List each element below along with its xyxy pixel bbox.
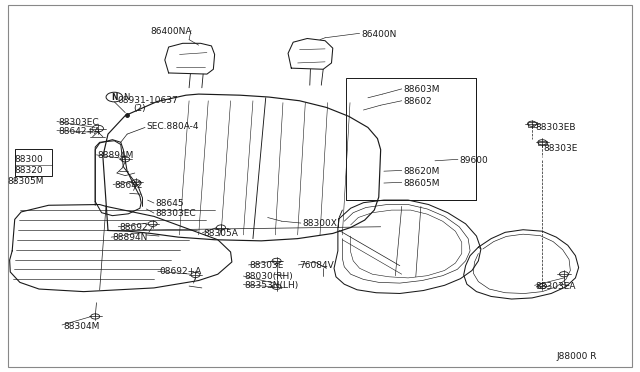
Text: 88305M: 88305M [7, 177, 44, 186]
Text: 76084V: 76084V [300, 261, 334, 270]
Text: 88303EB: 88303EB [536, 123, 577, 132]
Text: J88000 R: J88000 R [556, 352, 596, 361]
Text: SEC.880A-4: SEC.880A-4 [147, 122, 199, 131]
Text: 88300: 88300 [15, 155, 44, 164]
Text: N: N [111, 93, 118, 102]
Text: 88303EC: 88303EC [156, 209, 196, 218]
Text: 89600: 89600 [460, 155, 488, 164]
Text: N: N [124, 93, 130, 102]
Text: 08692+A: 08692+A [159, 267, 202, 276]
Text: 88303E: 88303E [543, 144, 578, 153]
Text: 88645: 88645 [156, 199, 184, 208]
Text: 88305A: 88305A [204, 229, 239, 238]
Text: 88300X: 88300X [302, 219, 337, 228]
Text: 88303EA: 88303EA [536, 282, 577, 291]
Text: 88642: 88642 [115, 181, 143, 190]
Text: 88603M: 88603M [403, 85, 440, 94]
Text: 86400N: 86400N [362, 29, 397, 39]
Text: 88353N(LH): 88353N(LH) [244, 281, 299, 290]
Text: (2): (2) [134, 105, 146, 113]
Text: 88030(RH): 88030(RH) [244, 272, 293, 281]
Text: 08931-10637: 08931-10637 [117, 96, 178, 105]
Text: 88692: 88692 [120, 223, 148, 232]
Text: 88303E: 88303E [250, 261, 284, 270]
Text: 88620M: 88620M [403, 167, 440, 176]
Text: 88602: 88602 [403, 97, 431, 106]
Bar [538, 141, 547, 145]
Text: 88894N: 88894N [113, 233, 148, 243]
Text: 86400NA: 86400NA [151, 26, 192, 36]
Bar [15, 149, 52, 176]
Text: 88304M: 88304M [63, 321, 100, 331]
Text: 88894M: 88894M [98, 151, 134, 160]
Text: 88642+A: 88642+A [58, 126, 100, 136]
Text: 88605M: 88605M [403, 179, 440, 187]
Text: 88303EC: 88303EC [58, 118, 99, 127]
Bar [528, 122, 537, 127]
Text: 88320: 88320 [15, 166, 44, 175]
Bar [346, 78, 476, 200]
